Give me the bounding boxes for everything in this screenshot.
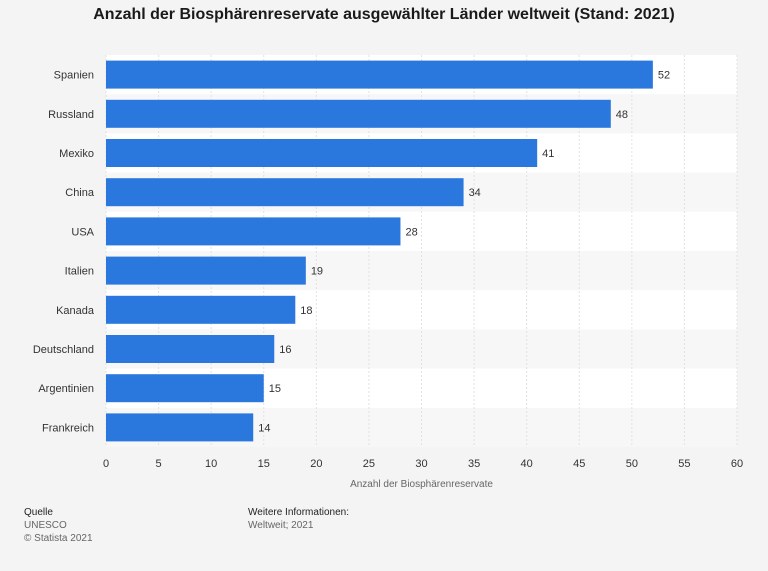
- value-label: 52: [658, 70, 670, 82]
- bar: [106, 178, 464, 207]
- category-label: Russland: [48, 109, 94, 121]
- category-label: Frankreich: [42, 422, 94, 434]
- value-label: 48: [616, 109, 628, 121]
- x-tick-label: 10: [205, 458, 217, 470]
- x-tick-label: 60: [731, 458, 743, 470]
- source-text: UNESCO: [24, 520, 67, 531]
- value-label: 34: [469, 187, 481, 199]
- value-label: 19: [311, 266, 323, 278]
- bar: [106, 295, 296, 324]
- x-tick-label: 30: [415, 458, 427, 470]
- x-tick-label: 25: [363, 458, 375, 470]
- bar: [106, 60, 653, 89]
- bar: [106, 413, 254, 442]
- category-label: China: [65, 187, 95, 199]
- value-label: 41: [542, 148, 554, 160]
- value-label: 16: [279, 344, 291, 356]
- bar-chart: 52 Spanien 48 Russland 41 Mexiko 34 China 28 USA 1…: [33, 55, 743, 490]
- category-label: Deutschland: [33, 344, 94, 356]
- x-tick-label: 20: [310, 458, 322, 470]
- x-tick-label: 55: [678, 458, 690, 470]
- category-label: Argentinien: [38, 383, 94, 395]
- value-label: 28: [405, 226, 417, 238]
- x-tick-label: 40: [521, 458, 533, 470]
- bar: [106, 374, 264, 403]
- bar: [106, 99, 611, 128]
- info-text: Weltweit; 2021: [248, 520, 314, 531]
- value-label: 14: [258, 422, 270, 434]
- x-axis-title: Anzahl der Biosphärenreservate: [350, 479, 493, 490]
- bar: [106, 335, 275, 363]
- chart-title: Anzahl der Biosphärenreservate ausgewähl…: [93, 6, 675, 23]
- x-tick-label: 0: [103, 458, 109, 470]
- bar: [106, 217, 401, 246]
- category-label: Spanien: [54, 70, 94, 82]
- copyright-text: © Statista 2021: [24, 533, 93, 544]
- bar: [106, 139, 538, 167]
- x-tick-label: 35: [468, 458, 480, 470]
- x-tick-label: 45: [573, 458, 585, 470]
- value-label: 18: [300, 305, 312, 317]
- x-tick-label: 15: [258, 458, 270, 470]
- bar: [106, 256, 306, 285]
- info-block: Weitere Informationen: Weltweit; 2021: [248, 506, 349, 532]
- category-label: Kanada: [56, 305, 95, 317]
- source-block: Quelle UNESCO © Statista 2021: [24, 506, 93, 545]
- category-label: Italien: [65, 266, 94, 278]
- value-label: 15: [269, 383, 281, 395]
- info-heading: Weitere Informationen:: [248, 507, 349, 518]
- x-tick-label: 50: [626, 458, 638, 470]
- x-tick-label: 5: [156, 458, 162, 470]
- category-label: Mexiko: [59, 148, 94, 160]
- source-heading: Quelle: [24, 507, 53, 518]
- category-label: USA: [71, 226, 94, 238]
